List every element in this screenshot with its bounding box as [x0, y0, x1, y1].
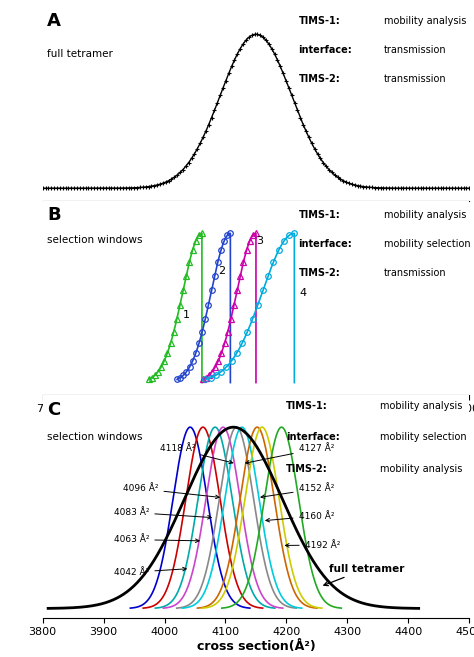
Text: mobility analysis: mobility analysis — [384, 16, 466, 26]
Text: interface:: interface: — [286, 432, 339, 442]
Text: 3: 3 — [256, 236, 263, 246]
Text: 4118 Å²: 4118 Å² — [160, 444, 233, 464]
Text: interface:: interface: — [299, 239, 352, 250]
Text: interface:: interface: — [299, 45, 352, 55]
Text: mobility selection: mobility selection — [384, 239, 471, 250]
Text: 4063 Å²: 4063 Å² — [114, 535, 199, 544]
Text: 4083 Å²: 4083 Å² — [114, 508, 211, 519]
Text: TIMS-1:: TIMS-1: — [299, 210, 340, 220]
Text: transmission: transmission — [384, 74, 447, 85]
Text: mobility analysis: mobility analysis — [380, 401, 462, 411]
Text: 4192 Å²: 4192 Å² — [285, 541, 340, 549]
Text: 4: 4 — [300, 288, 307, 298]
X-axis label: cross section(Å²): cross section(Å²) — [197, 640, 315, 653]
Text: TIMS-2:: TIMS-2: — [299, 269, 340, 279]
Text: full tetramer: full tetramer — [324, 564, 404, 585]
Text: TIMS-2:: TIMS-2: — [299, 74, 340, 85]
Text: mobility analysis: mobility analysis — [384, 210, 466, 220]
Text: mobility analysis: mobility analysis — [380, 464, 462, 474]
Text: 4152 Å²: 4152 Å² — [261, 484, 334, 499]
Text: TIMS-1:: TIMS-1: — [286, 401, 328, 411]
Text: TIMS-1:: TIMS-1: — [299, 16, 340, 26]
Text: 1: 1 — [183, 310, 190, 321]
Text: transmission: transmission — [384, 45, 447, 55]
Text: transmission: transmission — [384, 269, 447, 279]
Text: 4096 Å²: 4096 Å² — [123, 484, 219, 499]
Text: TIMS-2:: TIMS-2: — [286, 464, 328, 474]
Text: full tetramer: full tetramer — [47, 49, 113, 59]
Text: 4160 Å²: 4160 Å² — [266, 512, 334, 522]
Text: C: C — [47, 401, 60, 419]
Text: selection windows: selection windows — [47, 235, 142, 246]
X-axis label: arrival time (ms): arrival time (ms) — [197, 417, 315, 430]
Text: mobility selection: mobility selection — [380, 432, 466, 442]
Text: B: B — [47, 206, 61, 224]
Text: 4127 Å²: 4127 Å² — [246, 444, 334, 464]
Text: selection windows: selection windows — [47, 432, 142, 442]
Text: 4042 Å²: 4042 Å² — [114, 567, 186, 577]
Text: A: A — [47, 12, 61, 30]
Text: 2: 2 — [218, 265, 225, 276]
